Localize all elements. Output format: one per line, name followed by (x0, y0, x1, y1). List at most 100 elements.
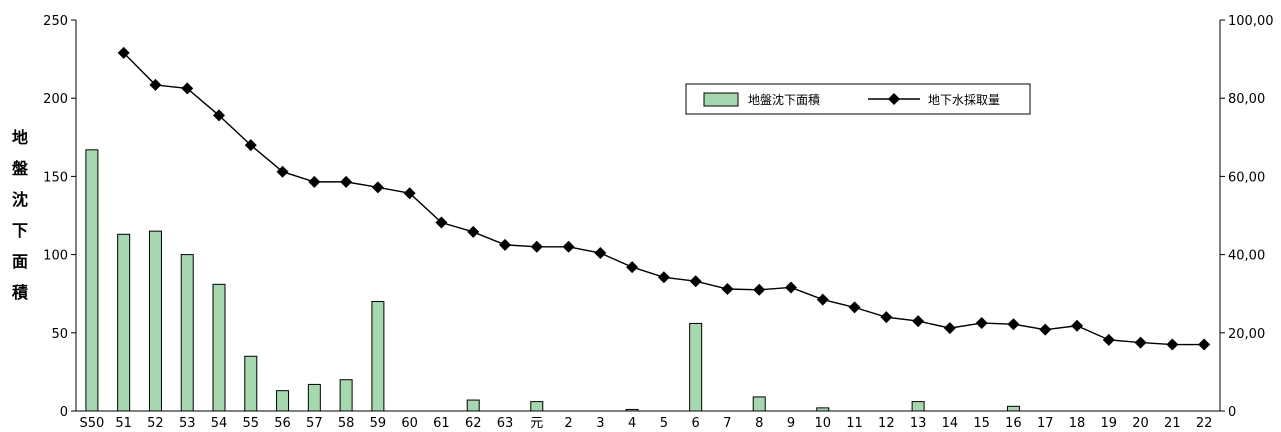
line-point (435, 216, 448, 229)
x-tick-label: 18 (1069, 416, 1086, 431)
y-axis-label-char: 積 (11, 283, 29, 302)
x-tick-label: 52 (147, 416, 164, 431)
x-tick-label: 2 (564, 416, 572, 431)
x-tick-label: 19 (1101, 416, 1118, 431)
axes: 0 50 100 150 200 250 0 20,00 40,00 60,00 80,00 100,… (43, 14, 1273, 420)
left-tick-label: 0 (60, 405, 68, 420)
x-tick-label: 7 (723, 416, 731, 431)
legend-bar-swatch (703, 92, 739, 107)
line-point (467, 225, 480, 238)
x-tick-label: 11 (846, 416, 863, 431)
bar (371, 301, 385, 412)
series-line (123, 52, 1205, 346)
line-point (943, 322, 956, 335)
x-tick-label: 元 (530, 416, 543, 431)
line-point (594, 247, 607, 260)
line-point (657, 271, 670, 284)
x-tick-label: 57 (306, 416, 323, 431)
line-point (276, 165, 289, 178)
legend: 地盤沈下面積 地下水採取量 (685, 83, 1031, 115)
line-point (340, 175, 353, 188)
y-axis-label-char: 地 (12, 128, 28, 147)
line-series (117, 46, 1211, 351)
line-point (149, 78, 162, 91)
bar (339, 379, 353, 412)
x-tick-label: 56 (274, 416, 291, 431)
x-tick-label: 15 (973, 416, 990, 431)
x-tick-label: 60 (401, 416, 418, 431)
bar (689, 322, 703, 412)
right-tick-label: 100,00 (1228, 14, 1274, 29)
bar (244, 355, 258, 412)
line-point (1102, 333, 1115, 346)
line-point (626, 261, 639, 274)
bar (117, 233, 131, 412)
y-axis-label-char: 下 (12, 221, 28, 240)
right-tick-label: 0 (1228, 405, 1236, 420)
y-axis-label: 地盤沈下面積 (11, 128, 29, 302)
left-tick-label: 250 (43, 14, 68, 29)
line-point (689, 275, 702, 288)
x-tick-label: 3 (596, 416, 604, 431)
bar-series (85, 149, 1020, 412)
x-tick-label: 9 (787, 416, 795, 431)
bar (625, 408, 639, 412)
line-point (371, 181, 384, 194)
x-tick-label: 51 (115, 416, 132, 431)
bar (816, 407, 830, 412)
line-point (816, 293, 829, 306)
right-tick-label: 20,00 (1228, 327, 1265, 342)
line-point (117, 46, 130, 59)
x-tick-label: 14 (942, 416, 959, 431)
line-point (1039, 323, 1052, 336)
legend-box (685, 83, 1031, 115)
x-tick-label: 20 (1132, 416, 1149, 431)
left-tick-label: 150 (43, 170, 68, 185)
x-tick-label: 63 (497, 416, 514, 431)
line-point (912, 315, 925, 328)
x-tick-label: 21 (1164, 416, 1181, 431)
line-point (1071, 319, 1083, 332)
line-point (1198, 338, 1211, 351)
x-tick-label: S50 (79, 416, 104, 431)
x-tick-label: 6 (692, 416, 700, 431)
x-tick-label: 13 (910, 416, 927, 431)
left-tick-label: 50 (51, 327, 68, 342)
line-point (721, 283, 734, 296)
line-point (848, 301, 861, 314)
line-point (975, 317, 988, 330)
line-point (181, 82, 194, 95)
line-point (562, 240, 575, 253)
x-tick-label: 4 (628, 416, 636, 431)
right-tick-label: 80,00 (1228, 92, 1265, 107)
x-tick-label: 55 (243, 416, 260, 431)
bar (1006, 405, 1020, 412)
bar (911, 401, 925, 412)
x-tick-label: 22 (1196, 416, 1213, 431)
x-tick-label: 59 (370, 416, 387, 431)
y-axis-label-char: 沈 (12, 190, 28, 209)
x-tick-label: 54 (211, 416, 228, 431)
line-point (785, 281, 797, 294)
line-point (213, 109, 225, 122)
line-point (1166, 338, 1179, 351)
x-tick-label: 17 (1037, 416, 1054, 431)
bar (180, 254, 194, 412)
right-tick-label: 60,00 (1228, 170, 1265, 185)
line-point (753, 283, 766, 296)
x-tick-label: 62 (465, 416, 482, 431)
bar (276, 390, 290, 412)
x-tick-label: 58 (338, 416, 355, 431)
bar (148, 230, 162, 412)
right-tick-label: 40,00 (1228, 249, 1265, 264)
bar (85, 149, 99, 412)
bar (466, 399, 480, 412)
y-axis-label-char: 面 (12, 252, 28, 271)
line-point (308, 175, 321, 188)
line-point (499, 238, 511, 251)
x-tick-label: 10 (815, 416, 832, 431)
line-point (530, 240, 543, 253)
left-tick-label: 100 (43, 249, 68, 264)
legend-bar-label: 地盤沈下面積 (748, 92, 820, 107)
